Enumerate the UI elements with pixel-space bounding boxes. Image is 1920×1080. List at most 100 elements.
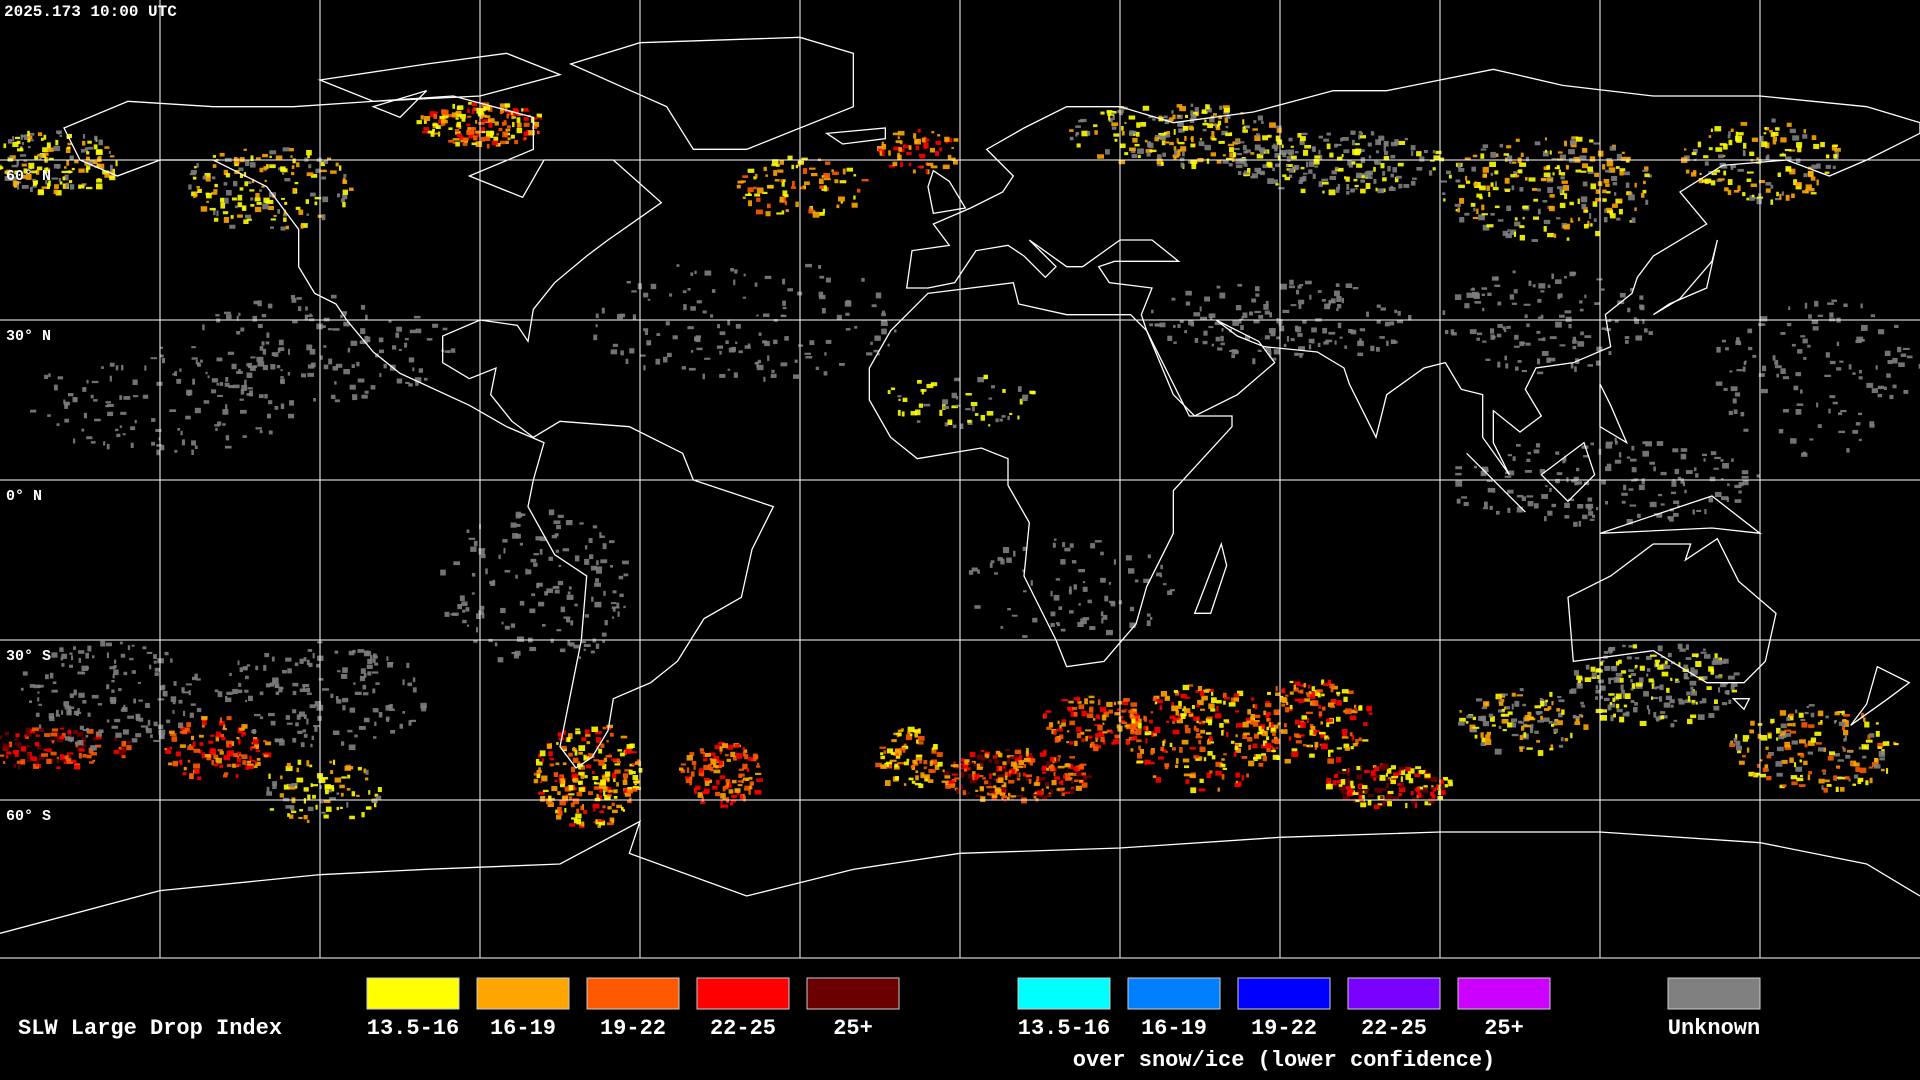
cloud-pixel <box>1235 305 1242 311</box>
cloud-pixel <box>1604 216 1608 223</box>
cloud-pixel <box>1507 722 1514 728</box>
cloud-pixel <box>1341 154 1344 158</box>
cloud-pixel <box>216 757 222 764</box>
cloud-pixel <box>1559 314 1565 318</box>
cloud-pixel <box>600 559 608 564</box>
cloud-pixel <box>756 314 759 317</box>
cloud-pixel <box>537 582 543 587</box>
cloud-pixel <box>1057 755 1061 758</box>
cloud-pixel <box>396 378 403 384</box>
cloud-pixel <box>930 382 938 387</box>
cloud-pixel <box>977 569 980 574</box>
cloud-pixel <box>1813 143 1820 149</box>
cloud-pixel <box>1267 178 1274 184</box>
cloud-pixel <box>1618 452 1622 458</box>
cloud-pixel <box>918 783 924 789</box>
cloud-pixel <box>254 713 261 717</box>
cloud-pixel <box>965 393 972 396</box>
cloud-pixel <box>1440 779 1444 785</box>
cloud-pixel <box>1808 171 1814 178</box>
cloud-pixel <box>519 513 523 518</box>
cloud-pixel <box>244 689 249 693</box>
cloud-pixel <box>67 736 74 742</box>
cloud-pixel <box>524 137 527 140</box>
cloud-pixel <box>1568 498 1575 501</box>
cloud-pixel <box>459 114 466 119</box>
cloud-pixel <box>146 651 153 654</box>
cloud-pixel <box>1351 161 1356 165</box>
cloud-pixel <box>454 129 460 133</box>
cloud-pixel <box>71 759 77 764</box>
cloud-pixel <box>274 406 279 410</box>
cloud-pixel <box>1388 777 1394 781</box>
cloud-pixel <box>1430 786 1434 790</box>
cloud-pixel <box>1543 219 1551 225</box>
cloud-pixel <box>11 164 19 168</box>
cloud-pixel <box>92 655 95 659</box>
cloud-pixel <box>1097 724 1103 731</box>
cloud-pixel <box>107 411 114 417</box>
cloud-pixel <box>1108 600 1115 604</box>
cloud-pixel <box>1247 168 1251 174</box>
cloud-pixel <box>906 152 912 156</box>
cloud-pixel <box>1302 175 1307 182</box>
cloud-pixel <box>36 745 42 750</box>
cloud-pixel <box>596 560 599 566</box>
cloud-pixel <box>951 405 958 409</box>
cloud-pixel <box>1589 213 1592 219</box>
cloud-pixel <box>1114 712 1121 716</box>
cloud-pixel <box>359 340 366 344</box>
cloud-pixel <box>1046 785 1049 789</box>
cloud-pixel <box>66 761 73 764</box>
cloud-pixel <box>32 178 36 182</box>
cloud-pixel <box>974 605 981 609</box>
cloud-pixel <box>1730 684 1735 690</box>
cloud-pixel <box>1507 229 1510 232</box>
cloud-pixel <box>687 288 691 291</box>
cloud-pixel <box>1323 341 1329 345</box>
cloud-pixel <box>1804 711 1809 715</box>
cloud-pixel <box>1053 730 1056 736</box>
cloud-pixel <box>910 411 918 416</box>
cloud-pixel <box>292 158 296 164</box>
cloud-pixel <box>1660 656 1665 659</box>
cloud-pixel <box>1628 191 1632 195</box>
cloud-pixel <box>217 691 223 698</box>
cloud-pixel <box>1485 358 1491 361</box>
cloud-pixel <box>220 202 226 209</box>
cloud-pixel <box>1250 719 1255 725</box>
cloud-pixel <box>686 767 690 773</box>
cloud-pixel <box>1602 198 1607 202</box>
cloud-pixel <box>1261 753 1266 756</box>
cloud-pixel <box>1528 177 1536 182</box>
cloud-pixel <box>229 672 232 676</box>
cloud-pixel <box>404 342 408 348</box>
cloud-pixel <box>181 439 185 446</box>
cloud-pixel <box>1043 713 1047 718</box>
cloud-pixel <box>1014 749 1022 755</box>
cloud-pixel <box>1215 770 1222 776</box>
cloud-pixel <box>743 749 748 753</box>
cloud-pixel <box>1173 156 1177 160</box>
cloud-pixel <box>695 335 701 338</box>
cloud-pixel <box>1374 787 1378 792</box>
cloud-pixel <box>607 794 612 797</box>
cloud-pixel <box>1158 115 1162 119</box>
cloud-pixel <box>736 753 743 759</box>
cloud-pixel <box>1537 208 1541 215</box>
cloud-pixel <box>71 655 74 660</box>
cloud-pixel <box>1597 679 1604 684</box>
cloud-pixel <box>1032 794 1038 797</box>
cloud-pixel <box>1673 512 1679 517</box>
cloud-pixel <box>130 426 136 431</box>
cloud-pixel <box>525 107 529 110</box>
cloud-pixel <box>1692 170 1697 174</box>
cloud-pixel <box>274 683 280 689</box>
cloud-pixel <box>1254 704 1258 710</box>
cloud-pixel <box>1241 316 1244 320</box>
cloud-pixel <box>1364 171 1372 178</box>
cloud-pixel <box>1016 794 1023 797</box>
cloud-pixel <box>610 565 613 568</box>
cloud-pixel <box>578 771 585 776</box>
cloud-pixel <box>1321 679 1325 685</box>
